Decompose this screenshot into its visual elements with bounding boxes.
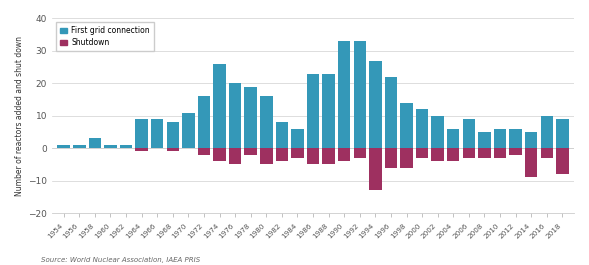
Bar [385, 77, 397, 148]
Bar [307, 74, 319, 148]
Bar [556, 119, 568, 148]
Bar [322, 148, 335, 164]
Bar [541, 116, 553, 148]
Bar [401, 103, 413, 148]
Bar [462, 119, 475, 148]
Bar [494, 129, 506, 148]
Bar [509, 129, 522, 148]
Bar [291, 129, 304, 148]
Bar [244, 148, 257, 155]
Bar [276, 148, 288, 161]
Bar [478, 132, 491, 148]
Bar [120, 145, 133, 148]
Legend: First grid connection, Shutdown: First grid connection, Shutdown [56, 22, 154, 51]
Bar [353, 41, 366, 148]
Bar [135, 148, 148, 151]
Bar [431, 148, 444, 161]
Bar [73, 145, 85, 148]
Bar [369, 148, 382, 190]
Bar [151, 119, 163, 148]
Bar [307, 148, 319, 164]
Bar [462, 148, 475, 158]
Bar [260, 96, 273, 148]
Bar [198, 148, 210, 155]
Bar [88, 139, 101, 148]
Bar [353, 148, 366, 158]
Bar [525, 132, 537, 148]
Bar [385, 148, 397, 168]
Bar [104, 145, 117, 148]
Bar [198, 96, 210, 148]
Bar [338, 148, 350, 161]
Bar [431, 116, 444, 148]
Bar [401, 148, 413, 168]
Bar [369, 61, 382, 148]
Bar [416, 109, 428, 148]
Bar [167, 122, 179, 148]
Y-axis label: Number of reactors added and shut down: Number of reactors added and shut down [15, 36, 24, 196]
Bar [182, 113, 194, 148]
Bar [291, 148, 304, 158]
Bar [135, 119, 148, 148]
Bar [556, 148, 568, 174]
Bar [276, 122, 288, 148]
Bar [541, 148, 553, 158]
Text: Source: World Nuclear Association, IAEA PRIS: Source: World Nuclear Association, IAEA … [41, 257, 200, 263]
Bar [447, 129, 459, 148]
Bar [338, 41, 350, 148]
Bar [322, 74, 335, 148]
Bar [58, 145, 70, 148]
Bar [260, 148, 273, 164]
Bar [509, 148, 522, 155]
Bar [494, 148, 506, 158]
Bar [167, 148, 179, 151]
Bar [525, 148, 537, 177]
Bar [213, 64, 226, 148]
Bar [229, 83, 241, 148]
Bar [213, 148, 226, 161]
Bar [478, 148, 491, 158]
Bar [244, 87, 257, 148]
Bar [447, 148, 459, 161]
Bar [416, 148, 428, 158]
Bar [229, 148, 241, 164]
